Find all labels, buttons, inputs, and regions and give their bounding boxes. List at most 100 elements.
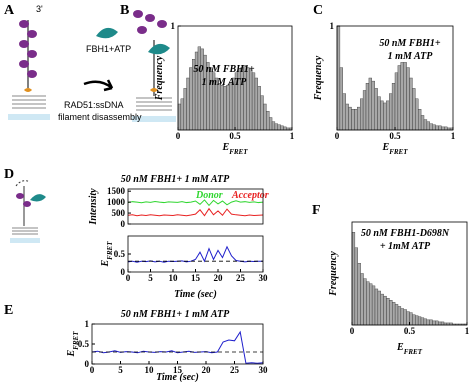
histogram-bar bbox=[357, 263, 361, 326]
histogram-bar bbox=[426, 319, 430, 326]
histogram-bar bbox=[435, 125, 439, 131]
histogram-bar bbox=[435, 320, 439, 326]
histogram-bar bbox=[217, 82, 221, 131]
panel-letter: B bbox=[120, 3, 129, 18]
histogram-bar bbox=[412, 314, 416, 326]
legend-entry: Acceptor bbox=[231, 190, 269, 201]
trace-line bbox=[127, 199, 264, 207]
y-axis-label-sub: FRET bbox=[72, 331, 80, 350]
histogram-bar bbox=[420, 115, 425, 131]
histogram-bar bbox=[409, 77, 413, 131]
histogram-bar bbox=[342, 93, 346, 131]
histogram-bar bbox=[283, 126, 287, 131]
histogram-bar bbox=[420, 317, 425, 326]
panel-letter: A bbox=[4, 3, 15, 18]
histogram-bar bbox=[412, 88, 416, 131]
histogram-bar bbox=[415, 98, 419, 131]
x-tick-label: 1 bbox=[465, 326, 470, 336]
histogram-bar bbox=[229, 81, 233, 131]
histogram-bar bbox=[423, 318, 427, 326]
y-tick-label: 0.5 bbox=[114, 249, 126, 259]
x-axis-label: Time (sec) bbox=[174, 289, 217, 300]
panel-letter: E bbox=[4, 303, 13, 318]
x-tick-label: 15 bbox=[191, 273, 201, 283]
histogram-bar bbox=[432, 320, 436, 326]
histogram-bar bbox=[423, 119, 428, 131]
histogram-bar bbox=[223, 86, 227, 131]
histogram-bar bbox=[377, 96, 381, 131]
histogram-bar bbox=[371, 285, 376, 326]
y-axis-label: Frequency bbox=[313, 55, 324, 101]
axes-frame bbox=[127, 188, 264, 225]
histogram-bar bbox=[365, 82, 370, 131]
chart-title-line: 50 nM FBH1+ bbox=[193, 64, 255, 75]
legend-entry: Donor bbox=[195, 190, 223, 201]
y-tick-label: 1 bbox=[171, 21, 176, 31]
panel-letter: F bbox=[312, 203, 321, 218]
x-axis-label-sub: FRET bbox=[389, 148, 408, 156]
histogram-bar bbox=[200, 48, 204, 131]
x-axis-label-sub: FRET bbox=[404, 348, 423, 356]
histogram-bar bbox=[389, 93, 393, 131]
histogram-bar bbox=[369, 283, 373, 326]
y-axis-label-main: E bbox=[100, 259, 111, 267]
histogram-bar bbox=[180, 98, 184, 131]
chart-title-line: 50 nM FBH1+ bbox=[379, 38, 441, 49]
histogram-bar bbox=[249, 69, 253, 131]
histogram-bar bbox=[426, 121, 430, 131]
strand-end-label: 3' bbox=[36, 4, 43, 14]
x-tick-label: 0.5 bbox=[389, 131, 401, 141]
x-tick-label: 1 bbox=[451, 131, 456, 141]
histogram-bar bbox=[440, 321, 445, 326]
histogram-bar bbox=[368, 77, 372, 131]
caption-line: filament disassembly bbox=[58, 112, 142, 122]
x-tick-label: 25 bbox=[230, 365, 240, 375]
diagram-d bbox=[10, 180, 46, 243]
histogram-bar bbox=[345, 103, 349, 131]
histogram-bar bbox=[271, 121, 276, 131]
histogram-bar bbox=[397, 65, 401, 131]
histogram-bar bbox=[389, 300, 393, 326]
histogram-bar bbox=[441, 126, 445, 131]
x-tick-label: 20 bbox=[214, 273, 224, 283]
x-tick-label: 0.5 bbox=[229, 131, 241, 141]
histogram-bar bbox=[336, 25, 341, 131]
histogram-bar bbox=[354, 247, 358, 326]
histogram-bar bbox=[397, 306, 402, 326]
histogram-bar bbox=[362, 90, 367, 131]
y-axis-label-sub: FRET bbox=[106, 241, 114, 260]
histogram-bar bbox=[263, 103, 267, 131]
histogram-bar bbox=[429, 319, 433, 326]
histogram-bar bbox=[386, 100, 390, 131]
chart-title: 50 nM FBH1-D698N + 1mM ATP bbox=[361, 228, 450, 252]
y-axis-label: Frequency bbox=[154, 55, 165, 101]
histogram-bar bbox=[394, 304, 399, 326]
x-tick-label: 5 bbox=[118, 365, 123, 375]
histogram-bar bbox=[391, 82, 396, 131]
histogram-bar bbox=[400, 308, 404, 326]
y-tick-label: 0 bbox=[85, 359, 90, 369]
axes-frame bbox=[91, 323, 264, 365]
x-tick-label: 0 bbox=[90, 365, 95, 375]
histogram-bar bbox=[418, 108, 422, 131]
histogram-bar bbox=[351, 232, 356, 326]
histogram-bar bbox=[383, 295, 387, 326]
chart-title-line: 50 nM FBH1-D698N bbox=[361, 228, 450, 239]
histogram-bar bbox=[246, 67, 250, 131]
x-tick-label: 20 bbox=[202, 365, 212, 375]
chart-title-line: 1 mM ATP bbox=[388, 51, 434, 62]
trace-line bbox=[127, 245, 263, 263]
histogram-bar bbox=[444, 126, 448, 131]
y-tick-label: 1 bbox=[85, 319, 90, 329]
histogram-bar bbox=[417, 316, 422, 326]
histogram-bar bbox=[354, 108, 358, 131]
reagent-label: FBH1+ATP bbox=[86, 44, 131, 54]
x-tick-label: 0.5 bbox=[404, 326, 416, 336]
x-tick-label: 0 bbox=[126, 273, 131, 283]
histogram-bar bbox=[403, 309, 407, 326]
x-axis-label-main: E bbox=[396, 342, 404, 353]
histogram-bar bbox=[251, 72, 256, 131]
histogram-bar bbox=[392, 302, 396, 326]
y-tick-label: 0 bbox=[121, 267, 126, 277]
histogram-bar bbox=[220, 85, 224, 131]
